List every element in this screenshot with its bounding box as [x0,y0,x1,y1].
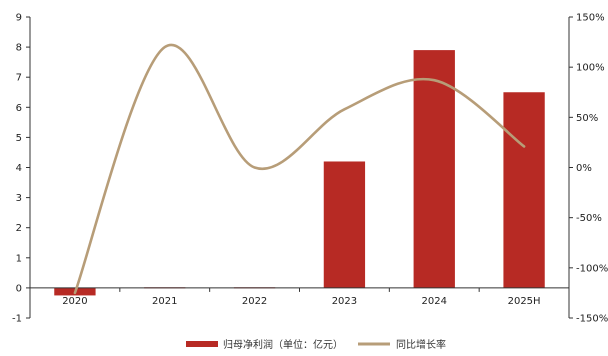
right-tick-label: 50% [576,113,598,124]
x-tick-label: 2024 [422,296,447,307]
x-tick-label: 2021 [152,296,177,307]
left-tick-label: 8 [16,43,22,54]
left-tick-label: 0 [16,283,22,294]
bar-2023 [323,161,366,288]
bar-series [54,50,545,296]
left-tick-label: 9 [16,13,22,24]
right-axis: -150% -100% -50% 0% 50% 100% 150% [568,13,608,325]
x-tick-label: 2025H [508,296,541,307]
left-tick-label: 6 [16,103,22,114]
legend-label-line: 同比增长率 [396,338,446,351]
x-tick-label: 2020 [62,296,87,307]
x-axis: 2020 2021 2022 2023 2024 2025H [29,287,570,307]
left-tick-label: 3 [16,193,22,204]
right-tick-label: -100% [576,263,608,274]
right-tick-label: 150% [576,13,605,24]
left-tick-label: 1 [16,253,22,264]
left-axis: -1 0 1 2 3 4 5 6 7 8 9 [12,13,31,325]
left-tick-label: 5 [16,133,22,144]
left-tick-label: 7 [16,73,22,84]
x-tick-label: 2022 [242,296,267,307]
bar-2024 [413,50,455,288]
legend: 归母净利润（单位：亿元） 同比增长率 [186,338,446,351]
right-tick-label: -50% [576,213,602,224]
legend-label-bar: 归母净利润（单位：亿元） [223,338,343,351]
left-tick-label: 2 [16,223,22,234]
growth-line-series [73,43,526,295]
bar-2025H [503,92,545,288]
legend-swatch-bar [186,341,218,347]
left-tick-label: -1 [12,314,22,325]
growth-line [73,43,526,295]
right-tick-label: -150% [576,314,608,325]
left-tick-label: 4 [16,163,22,174]
right-tick-label: 100% [576,63,605,74]
x-tick-label: 2023 [332,296,357,307]
right-tick-label: 0% [576,163,592,174]
